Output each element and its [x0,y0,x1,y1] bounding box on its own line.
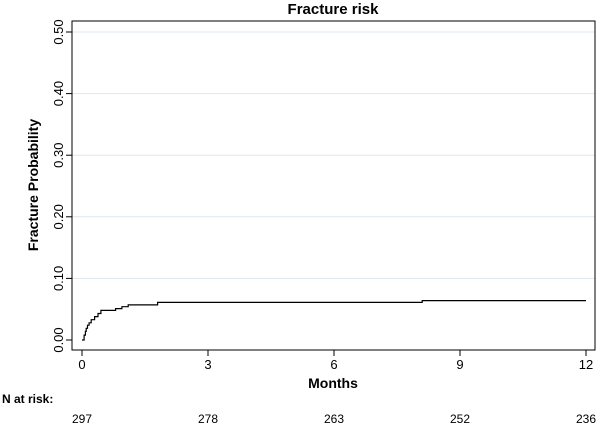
y-tick-label: 0.50 [51,19,66,44]
y-axis: 0.00 0.10 0.20 0.30 0.40 0.50 [51,19,72,353]
y-tick-label: 0.00 [51,327,66,352]
risk-value: 252 [450,412,470,426]
y-tick-label: 0.40 [51,81,66,106]
risk-table-label: N at risk: [2,392,53,406]
y-tick-label: 0.30 [51,143,66,168]
x-axis-title: Months [308,375,358,391]
y-tick-label: 0.20 [51,204,66,229]
x-axis: 0 3 6 9 12 [78,350,593,372]
x-tick-label: 3 [204,357,211,372]
risk-value: 236 [576,412,596,426]
risk-value: 263 [324,412,344,426]
x-tick-label: 12 [579,357,593,372]
x-tick-label: 6 [330,357,337,372]
x-tick-label: 0 [78,357,85,372]
y-axis-title: Fracture Probability [25,119,41,251]
survival-step-line [82,300,586,341]
y-tick-label: 0.10 [51,266,66,291]
gridlines [72,31,595,279]
risk-value: 278 [198,412,218,426]
risk-table: 297 278 263 252 236 [72,412,596,426]
risk-value: 297 [72,412,92,426]
chart-title: Fracture risk [288,1,380,18]
x-tick-label: 9 [456,357,463,372]
